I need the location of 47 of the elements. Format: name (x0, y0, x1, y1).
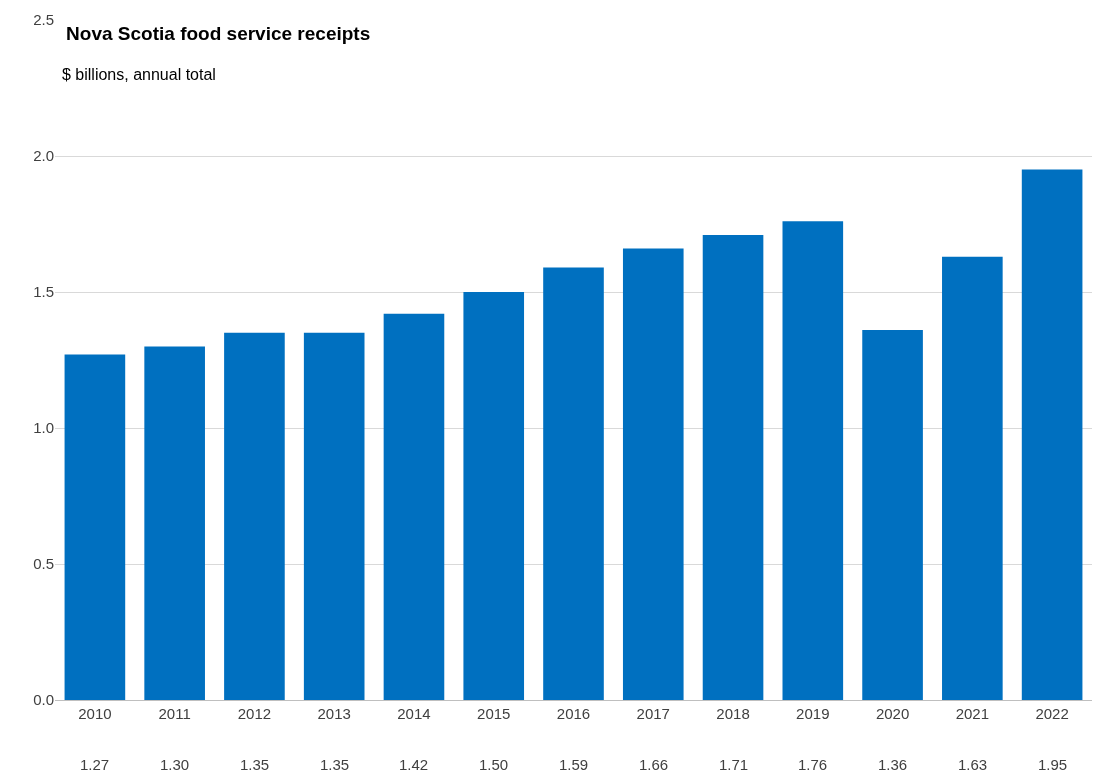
x-tick-label: 2015 (477, 705, 511, 722)
bar (702, 234, 764, 700)
y-tick-label: 0.5 (33, 555, 54, 573)
bar (463, 292, 525, 700)
data-label: 1.35 (320, 756, 350, 773)
bar (782, 221, 844, 700)
text: $ billions, annual total (62, 66, 216, 83)
chart-title: Nova Scotia food service receipts (66, 23, 371, 45)
bar (862, 330, 923, 700)
data-label: 1.50 (479, 756, 509, 773)
y-tick-label: 2.5 (33, 11, 54, 29)
data-label: 1.42 (399, 756, 429, 773)
x-tick-label: 2022 (1035, 705, 1069, 722)
data-label: 1.27 (80, 756, 110, 773)
bar (144, 346, 205, 700)
bar (224, 332, 285, 700)
data-label: 1.35 (240, 756, 270, 773)
data-label: 1.36 (878, 756, 908, 773)
x-tick-label: 2020 (875, 705, 910, 722)
bar (383, 313, 445, 700)
data-label: 1.30 (160, 756, 190, 773)
bar (64, 354, 126, 700)
bar (1021, 169, 1083, 700)
x-tick-label: 2010 (78, 705, 112, 722)
x-tick-label: 2017 (636, 705, 670, 722)
data-label: 1.63 (958, 756, 988, 773)
x-tick-label: 2019 (796, 705, 830, 722)
data-label: 1.59 (559, 756, 589, 773)
x-tick-label: 2016 (556, 705, 591, 722)
bar (622, 248, 684, 700)
x-tick-label: 2012 (237, 705, 272, 722)
data-label: 1.95 (1038, 756, 1068, 773)
y-tick-label: 0.0 (33, 691, 54, 709)
data-label: 1.71 (719, 756, 749, 773)
y-tick-label: 1.5 (33, 283, 54, 301)
x-tick-label: 2013 (317, 705, 351, 722)
bar (303, 332, 365, 700)
y-tick-label: 1.0 (33, 419, 54, 437)
x-tick-label: 2018 (716, 705, 750, 722)
y-tick-label: 2.0 (33, 147, 54, 165)
data-label: 1.66 (639, 756, 669, 773)
x-tick-label: 2011 (158, 705, 191, 722)
data-label: 1.76 (798, 756, 828, 773)
bar (942, 256, 1003, 700)
x-tick-label: 2021 (955, 705, 990, 722)
bar (543, 267, 604, 700)
x-tick-label: 2014 (397, 705, 431, 722)
